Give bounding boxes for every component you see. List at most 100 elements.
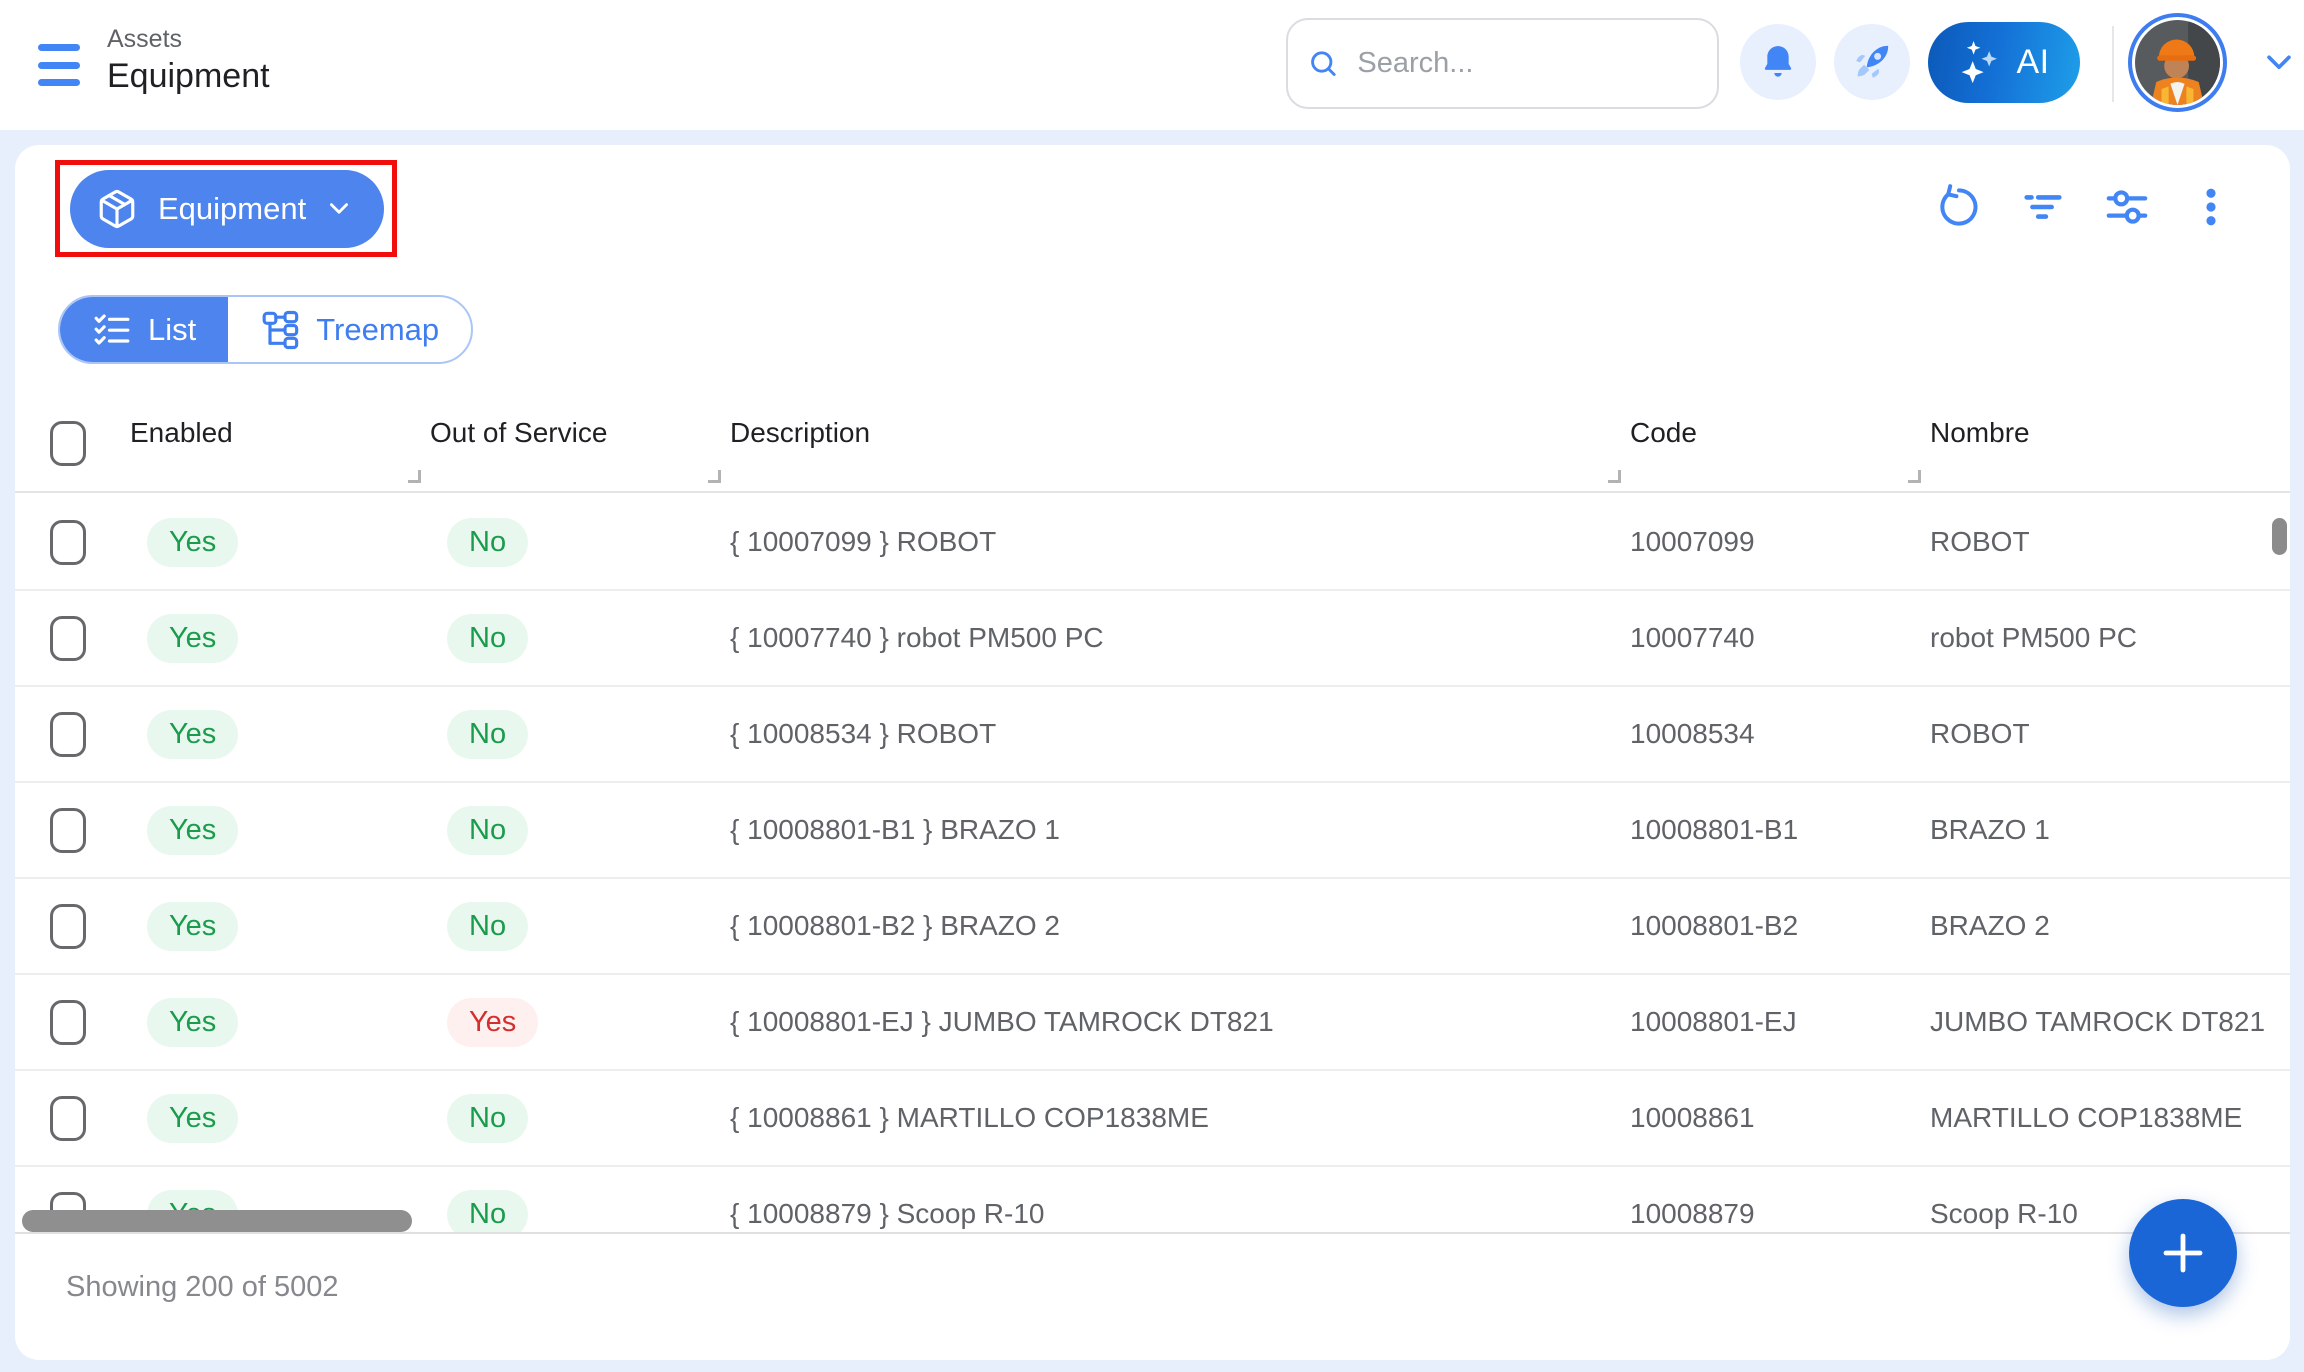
- code-cell: 10007740: [1630, 622, 1755, 653]
- search-box[interactable]: [1286, 18, 1719, 109]
- ai-label: AI: [2016, 43, 2050, 81]
- table-row[interactable]: Yes No { 10008801-B1 } BRAZO 1 10008801-…: [15, 783, 2290, 879]
- tab-treemap[interactable]: Treemap: [228, 297, 471, 362]
- horizontal-scrollbar[interactable]: [22, 1210, 412, 1232]
- description-cell: { 10008861 } MARTILLO COP1838ME: [730, 1102, 1209, 1133]
- row-checkbox[interactable]: [50, 903, 86, 949]
- out-of-service-badge: No: [447, 613, 529, 663]
- entity-chevron-down-icon: [330, 203, 349, 214]
- code-cell: 10008861: [1630, 1102, 1755, 1133]
- code-cell: 10008534: [1630, 718, 1755, 749]
- user-menu-chevron-icon[interactable]: [2262, 50, 2296, 76]
- out-of-service-badge: No: [447, 901, 529, 951]
- column-resize-handle[interactable]: [1908, 470, 1921, 483]
- column-resize-handle[interactable]: [708, 470, 721, 483]
- avatar-photo: [2135, 20, 2220, 105]
- main-card: Equipment: [15, 145, 2290, 1360]
- table-row[interactable]: Yes Yes { 10008801-EJ } JUMBO TAMROCK DT…: [15, 975, 2290, 1071]
- out-of-service-badge: No: [447, 517, 529, 567]
- page-title: Equipment: [107, 57, 270, 96]
- add-button[interactable]: [2129, 1199, 2237, 1307]
- row-checkbox[interactable]: [50, 615, 86, 661]
- description-cell: { 10007740 } robot PM500 PC: [730, 622, 1104, 653]
- notifications-button[interactable]: [1740, 24, 1816, 100]
- tab-list-label: List: [148, 311, 197, 347]
- view-toggle: List Treemap: [58, 295, 474, 364]
- column-resize-handle[interactable]: [1608, 470, 1621, 483]
- description-cell: { 10008534 } ROBOT: [730, 718, 997, 749]
- settings-button[interactable]: [2103, 183, 2151, 231]
- code-cell: 10008879: [1630, 1198, 1755, 1229]
- plus-icon: [2163, 1233, 2203, 1273]
- more-options-button[interactable]: [2187, 183, 2235, 231]
- row-checkbox[interactable]: [50, 807, 86, 853]
- table-row[interactable]: Yes No { 10007740 } robot PM500 PC 10007…: [15, 591, 2290, 687]
- row-checkbox[interactable]: [50, 711, 86, 757]
- user-avatar[interactable]: [2128, 13, 2227, 112]
- table-bottom-border: [15, 1232, 2290, 1234]
- nombre-cell: ROBOT: [1930, 526, 2030, 557]
- search-input[interactable]: [1357, 47, 1697, 80]
- table-row[interactable]: Yes No { 10008534 } ROBOT 10008534 ROBOT: [15, 687, 2290, 783]
- out-of-service-badge: No: [447, 709, 529, 759]
- code-cell: 10008801-B1: [1630, 814, 1799, 845]
- enabled-badge: Yes: [147, 517, 239, 567]
- column-header-code[interactable]: Code: [1608, 405, 1930, 491]
- row-checkbox[interactable]: [50, 1095, 86, 1141]
- filter-icon: [2024, 195, 2062, 219]
- breadcrumb: Assets: [107, 25, 183, 53]
- tab-treemap-label: Treemap: [316, 311, 440, 347]
- table-body: Yes No { 10007099 } ROBOT 10007099 ROBOT…: [15, 495, 2290, 1232]
- vertical-scrollbar[interactable]: [2272, 518, 2287, 555]
- entity-selector-label: Equipment: [158, 191, 307, 226]
- enabled-badge: Yes: [147, 901, 239, 951]
- top-bar: Assets Equipment AI: [0, 0, 2304, 130]
- out-of-service-badge: Yes: [447, 997, 539, 1047]
- enabled-badge: Yes: [147, 1093, 239, 1143]
- description-cell: { 10008801-B2 } BRAZO 2: [730, 910, 1060, 941]
- code-cell: 10008801-B2: [1630, 910, 1799, 941]
- out-of-service-badge: No: [447, 805, 529, 855]
- nombre-cell: BRAZO 1: [1930, 814, 2050, 845]
- enabled-badge: Yes: [147, 805, 239, 855]
- column-header-enabled[interactable]: Enabled: [130, 417, 233, 448]
- sparkles-icon: [1962, 40, 1998, 83]
- search-icon: [1311, 50, 1336, 76]
- filter-button[interactable]: [2019, 183, 2067, 231]
- enabled-badge: Yes: [147, 709, 239, 759]
- title-block: Assets Equipment: [107, 24, 270, 98]
- nombre-cell: ROBOT: [1930, 718, 2030, 749]
- treemap-icon: [262, 310, 299, 349]
- table-toolbar: [1935, 183, 2235, 231]
- entity-selector-button[interactable]: Equipment: [70, 170, 385, 248]
- column-resize-handle[interactable]: [408, 470, 421, 483]
- header-divider: [2112, 26, 2114, 102]
- row-checkbox[interactable]: [50, 999, 86, 1045]
- row-checkbox[interactable]: [50, 519, 86, 565]
- out-of-service-badge: No: [447, 1093, 529, 1143]
- table-row[interactable]: Yes No { 10008801-B2 } BRAZO 2 10008801-…: [15, 879, 2290, 975]
- column-header-description[interactable]: Description: [708, 405, 1630, 491]
- package-icon: [99, 189, 135, 229]
- code-cell: 10008801-EJ: [1630, 1006, 1797, 1037]
- column-header-nombre[interactable]: Nombre: [1908, 405, 2264, 491]
- ai-assistant-button[interactable]: AI: [1928, 22, 2080, 103]
- select-all-checkbox[interactable]: [50, 421, 86, 466]
- column-header-out-of-service[interactable]: Out of Service: [408, 405, 730, 491]
- bell-icon: [1764, 46, 1792, 77]
- nombre-cell: Scoop R-10: [1930, 1198, 2078, 1229]
- table-row[interactable]: Yes No { 10007099 } ROBOT 10007099 ROBOT: [15, 495, 2290, 591]
- description-cell: { 10008801-B1 } BRAZO 1: [730, 814, 1060, 845]
- content-area: Equipment: [0, 130, 2304, 1372]
- out-of-service-badge: No: [447, 1189, 529, 1232]
- nombre-cell: JUMBO TAMROCK DT821: [1930, 1006, 2264, 1037]
- refresh-button[interactable]: [1935, 183, 1983, 231]
- nombre-cell: BRAZO 2: [1930, 910, 2050, 941]
- launcher-button[interactable]: [1834, 24, 1910, 100]
- code-cell: 10007099: [1630, 526, 1755, 557]
- header-checkbox-cell: [47, 405, 130, 491]
- tab-list[interactable]: List: [60, 297, 229, 362]
- table-row[interactable]: Yes No { 10008861 } MARTILLO COP1838ME 1…: [15, 1071, 2290, 1167]
- refresh-icon: [1940, 184, 1978, 226]
- hamburger-menu-icon[interactable]: [38, 44, 80, 86]
